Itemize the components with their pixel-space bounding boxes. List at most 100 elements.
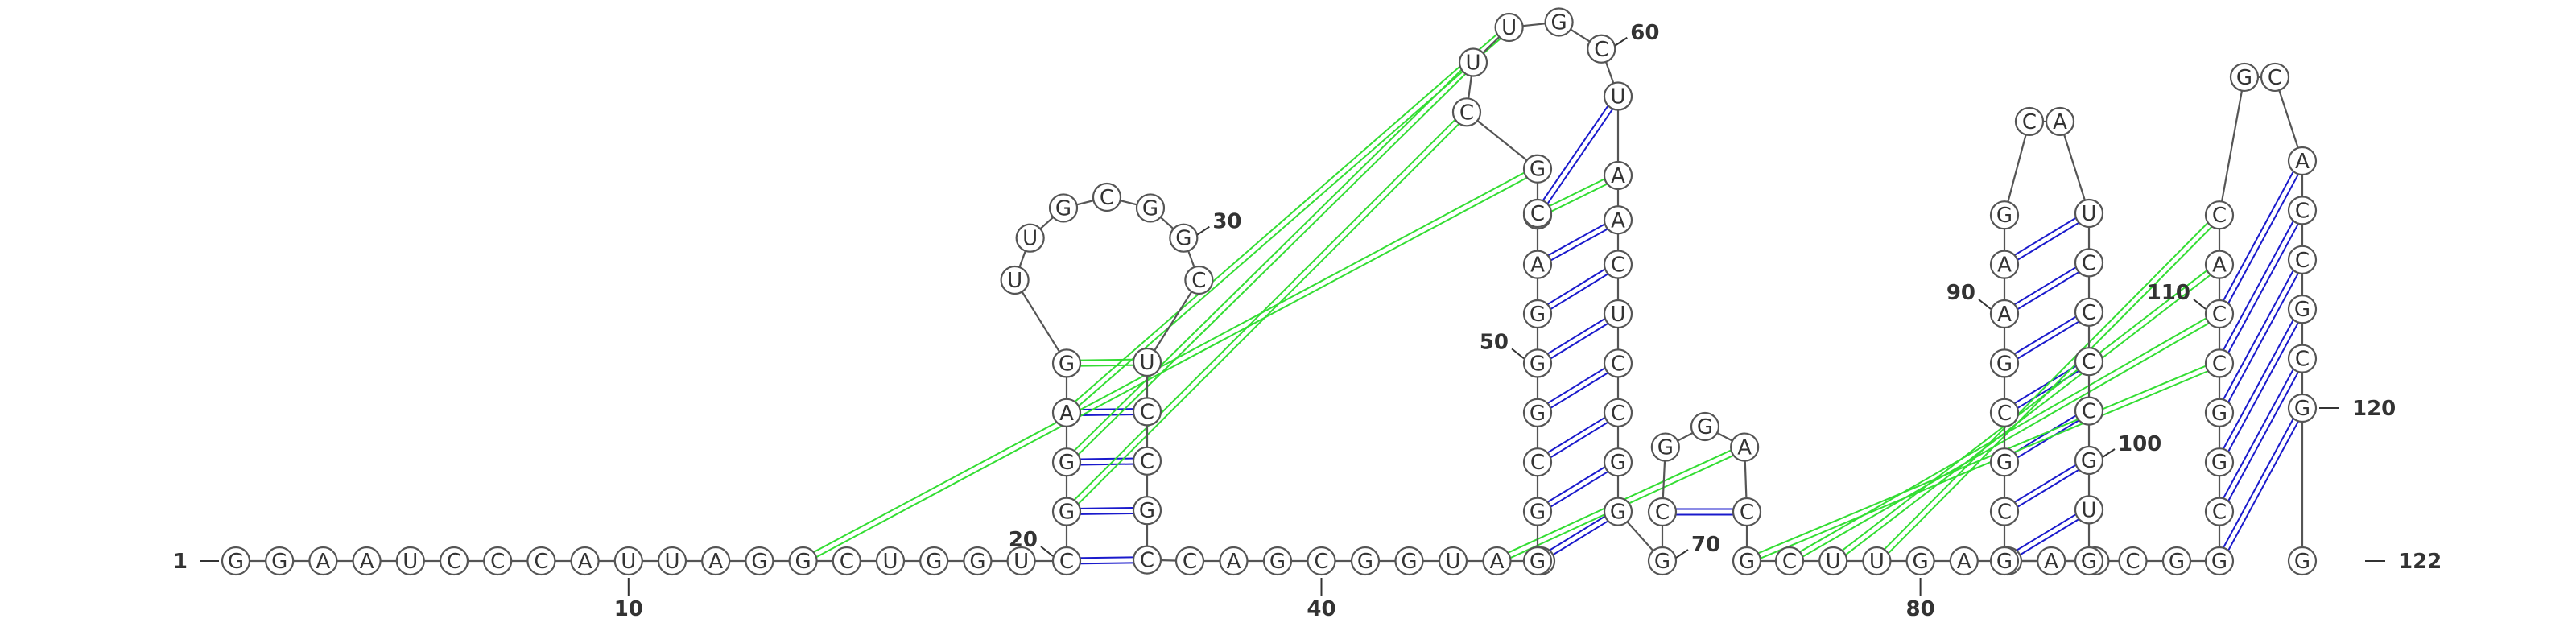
nucleotide-letter: U <box>2081 498 2096 522</box>
nucleotide: G <box>1396 547 1423 575</box>
nucleotide-letter: G <box>2294 298 2310 322</box>
nucleotide: A <box>1484 547 1511 575</box>
position-label: 70 <box>1691 533 1720 557</box>
nucleotide: A <box>1524 251 1551 278</box>
base-pair-line <box>2222 360 2305 513</box>
nucleotide: A <box>1731 434 1758 461</box>
base-pair-line <box>2217 159 2300 312</box>
nucleotide: C <box>1604 349 1632 377</box>
nucleotide-letter: G <box>2211 451 2227 475</box>
nucleotide: C <box>2206 498 2233 526</box>
nucleotide: G <box>1352 547 1379 575</box>
nucleotide: A <box>1220 547 1248 575</box>
nucleotide-letter: G <box>1142 196 1158 221</box>
nucleotide-letter: C <box>1314 550 1328 574</box>
nucleotide: C <box>527 547 555 575</box>
backbone-link <box>1015 280 1067 363</box>
base-pair-line <box>2222 261 2305 414</box>
base-pair-line <box>2222 311 2305 464</box>
nucleotide: G <box>1691 413 1719 440</box>
nucleotide-letter: G <box>1996 352 2013 376</box>
nucleotide-letter: G <box>1996 204 2013 228</box>
nucleotide: U <box>1133 348 1161 376</box>
position-label: 50 <box>1480 330 1509 354</box>
base-pair-line <box>1879 217 2222 563</box>
nucleotide: G <box>1264 547 1291 575</box>
nucleotide-letter: G <box>1530 303 1546 327</box>
position-tick <box>1979 299 1991 309</box>
backbone-link <box>2219 77 2244 215</box>
nucleotide-letter: U <box>1466 52 1481 76</box>
position-tick <box>1041 546 1053 556</box>
nucleotide-letter: C <box>1100 186 1114 210</box>
nucleotide-letter: C <box>2022 110 2037 134</box>
nucleotide: G <box>1991 547 2018 575</box>
nucleotide-letter: C <box>2212 303 2227 327</box>
nucleotide-letter: A <box>708 550 723 574</box>
nucleotide-letter: G <box>1610 451 1626 475</box>
nucleotide: U <box>1863 547 1890 575</box>
nucleotide-letter: G <box>1610 501 1626 525</box>
position-tick <box>2103 449 2115 457</box>
base-pair-line <box>1875 213 2218 559</box>
position-label: 120 <box>2352 397 2396 421</box>
base-pair-line <box>2217 357 2300 510</box>
nucleotide: G <box>1524 349 1551 377</box>
nucleotide: C <box>1604 251 1632 278</box>
nucleotide-letter: C <box>1997 501 2012 525</box>
nucleotide: G <box>2206 448 2233 476</box>
position-label: 30 <box>1212 210 1241 234</box>
nucleotide: U <box>615 547 642 575</box>
nucleotide: C <box>1649 498 1676 526</box>
base-pair-line <box>1748 366 2220 564</box>
nucleotide-letter: G <box>969 550 985 574</box>
nucleotide: U <box>1439 547 1467 575</box>
nucleotide-letter: G <box>228 550 244 574</box>
nucleotide-letter: C <box>2268 66 2282 90</box>
nucleotide-letter: U <box>1022 227 1038 251</box>
nucleotide-letter: A <box>2295 150 2310 174</box>
nucleotide: C <box>1604 399 1632 427</box>
base-pair-line <box>1835 266 2221 563</box>
nucleotide: G <box>1524 155 1551 183</box>
nucleotide: C <box>1776 547 1803 575</box>
nucleotide: C <box>1991 498 2018 526</box>
base-pair-layer <box>802 25 2305 563</box>
nucleotide: G <box>2289 295 2316 323</box>
nucleotide: C <box>2075 249 2103 276</box>
nucleotide: U <box>1459 49 1487 76</box>
nucleotide: C <box>2289 246 2316 274</box>
nucleotide: C <box>1133 546 1161 574</box>
nucleotide: U <box>1496 14 1523 41</box>
nucleotide: G <box>1050 194 1077 221</box>
nucleotide-letter: G <box>1657 436 1674 460</box>
nucleotide-letter: G <box>1059 501 1075 525</box>
nucleotide: A <box>2206 251 2233 278</box>
nucleotide: C <box>1053 547 1080 575</box>
position-tick <box>1676 550 1688 558</box>
nucleotide-letter: A <box>1490 550 1505 574</box>
nucleotide-letter: G <box>1996 550 2013 574</box>
nucleotide: G <box>1524 300 1551 328</box>
nucleotide: G <box>2231 64 2258 91</box>
nucleotide-letter: C <box>1611 254 1625 278</box>
nucleotide-letter: G <box>1055 196 1071 221</box>
nucleotide-letter: A <box>1997 254 2012 278</box>
nucleotide-letter: C <box>1459 101 1474 125</box>
nucleotide-letter: G <box>1530 352 1546 376</box>
nucleotide: G <box>266 547 293 575</box>
nucleotide: C <box>2120 547 2147 575</box>
nucleotide-letter: C <box>1997 402 2012 426</box>
position-label: 90 <box>1946 281 1975 305</box>
nucleotide-letter: G <box>2081 449 2097 473</box>
nucleotide: C <box>1587 35 1615 63</box>
base-pair-line <box>2222 410 2305 563</box>
nucleotide-letter: G <box>1913 550 1929 574</box>
nucleotide: G <box>1991 349 2018 377</box>
nucleotide-letter: G <box>2294 397 2310 421</box>
nucleotide: C <box>2206 349 2233 377</box>
nucleotide: A <box>702 547 729 575</box>
nucleotide-letter: G <box>1739 550 1755 574</box>
